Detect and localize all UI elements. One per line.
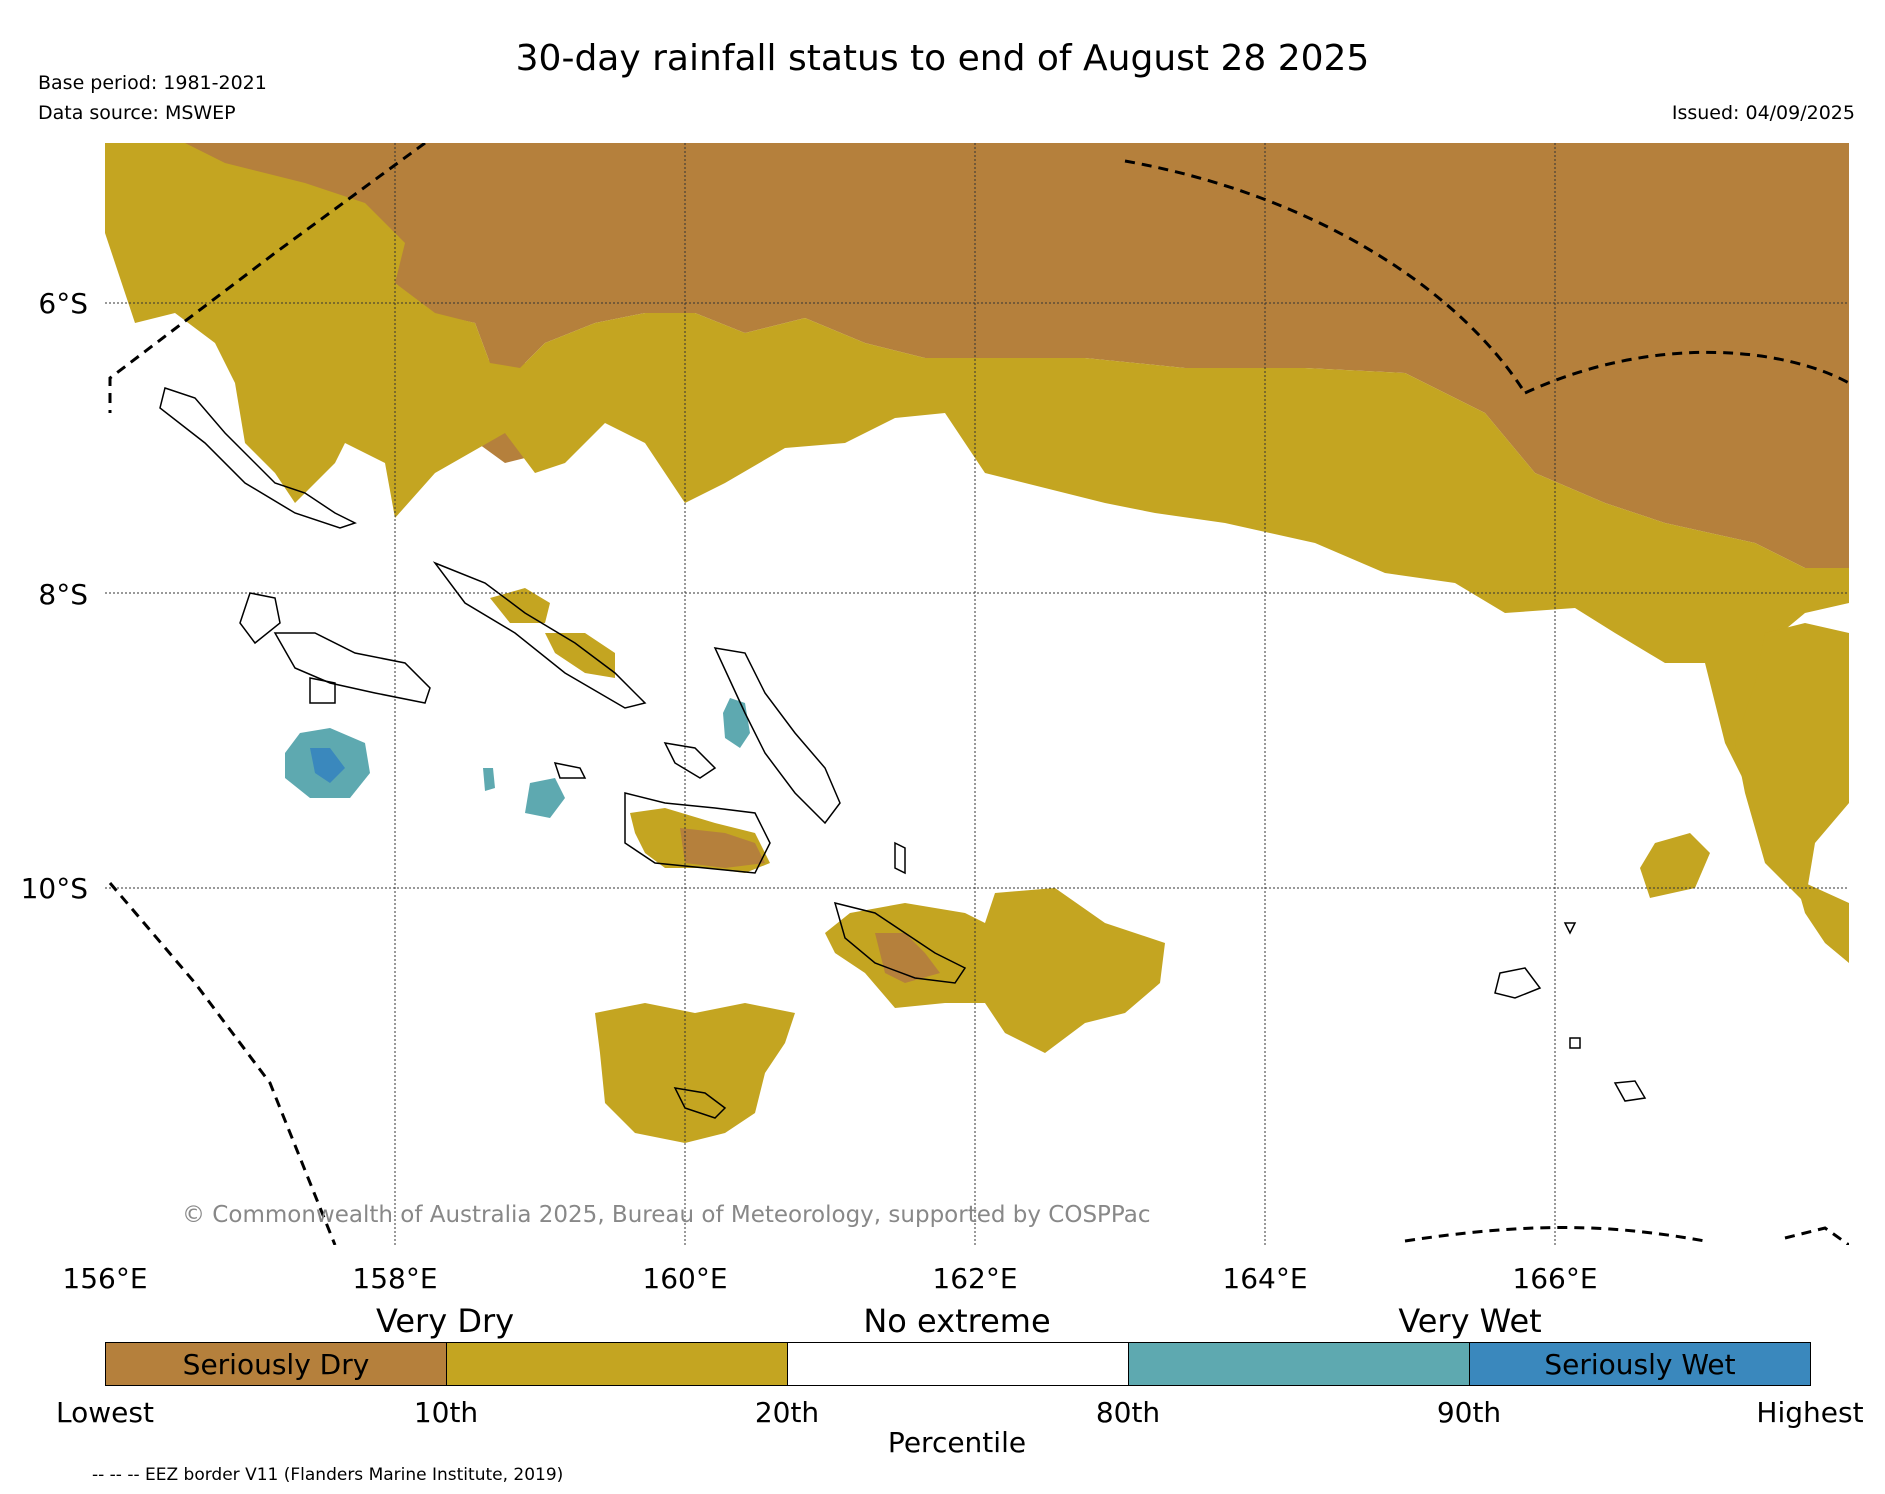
very-dry-patch-4 [490,588,550,623]
graticule [105,143,1849,1245]
issued-date: Issued: 04/09/2025 [1671,102,1855,124]
seriously-wet-patch-1 [310,748,345,783]
lon-label-166e: 166°E [1512,1262,1598,1295]
seriously-dry-region [105,143,1849,568]
very-dry-band [105,143,1849,963]
very-wet-patch-4 [483,768,495,791]
colorbar-no-extreme [788,1343,1129,1385]
percentile-tick-lowest: Lowest [56,1396,154,1429]
percentile-tick-highest: Highest [1756,1396,1864,1429]
very-dry-patch-3 [595,1003,795,1143]
very-dry-east-lobe [1735,623,1849,903]
rainfall-map [105,143,1849,1245]
percentile-tick-10th: 10th [413,1396,479,1429]
legend-header-no-extreme: No extreme [863,1302,1051,1340]
island-outlines [159,387,1647,1119]
eez-borders [108,143,1849,1245]
percentile-tick-90th: 90th [1436,1396,1502,1429]
percentile-tick-20th: 20th [754,1396,820,1429]
copyright-notice: © Commonwealth of Australia 2025, Bureau… [182,1202,1151,1228]
lat-label-6s: 6°S [38,287,88,320]
lon-label-160e: 160°E [642,1262,728,1295]
very-wet-patch-2 [723,698,750,748]
lat-label-8s: 8°S [38,578,88,611]
legend-header-very-dry: Very Dry [375,1302,515,1340]
lon-label-156e: 156°E [62,1262,148,1295]
legend-header-very-wet: Very Wet [1398,1302,1542,1340]
percentile-axis-label: Percentile [887,1426,1027,1459]
seriously-dry-patch-1 [680,828,765,868]
very-dry-patch-2 [825,888,1165,1053]
lon-label-164e: 164°E [1222,1262,1308,1295]
data-source: Data source: MSWEP [38,102,236,124]
colorbar: Seriously Dry Seriously Wet [105,1342,1811,1386]
percentile-tick-80th: 80th [1095,1396,1161,1429]
very-wet-patch-3 [525,778,565,818]
colorbar-seriously-dry: Seriously Dry [106,1343,447,1385]
colorbar-seriously-wet: Seriously Wet [1470,1343,1810,1385]
lon-label-158e: 158°E [352,1262,438,1295]
chart-title: 30-day rainfall status to end of August … [515,38,1370,79]
colorbar-very-dry [447,1343,788,1385]
very-dry-east-islet [1640,833,1710,898]
lon-label-162e: 162°E [932,1262,1018,1295]
eez-note: -- -- -- EEZ border V11 (Flanders Marine… [92,1465,564,1485]
seriously-dry-patch-2 [875,933,940,983]
colorbar-very-wet [1129,1343,1470,1385]
base-period: Base period: 1981-2021 [38,72,267,94]
lat-label-10s: 10°S [20,872,88,905]
very-dry-patch-5 [545,633,615,678]
